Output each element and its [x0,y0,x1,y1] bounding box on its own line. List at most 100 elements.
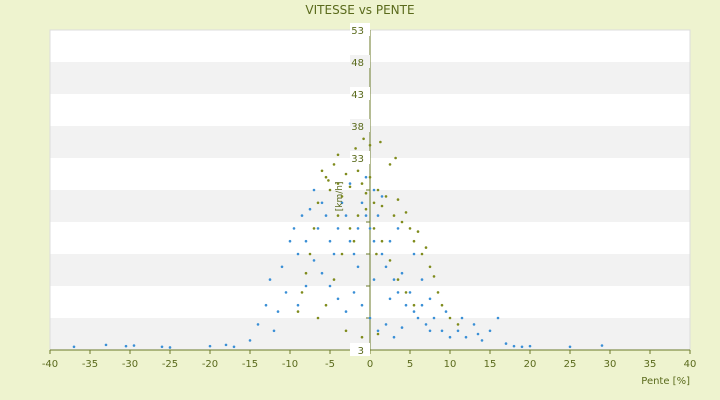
data-point-blue [376,214,380,217]
data-point-olive [364,207,368,211]
data-point-olive [424,246,428,249]
data-point-blue [124,344,128,348]
data-point-olive [356,214,360,217]
data-point-olive [320,169,324,173]
data-point-blue [272,329,276,333]
data-point-olive [368,143,372,147]
data-point-blue [256,323,260,326]
data-point-olive [312,227,316,230]
data-point-blue [320,271,324,275]
data-point-blue [412,310,416,313]
chart-title: VITESSE vs PENTE [305,3,415,17]
data-point-olive [379,140,382,144]
data-point-blue [420,278,424,281]
data-point-olive [336,214,340,217]
data-point-blue [104,343,108,347]
x-tick-label: -10 [282,359,298,370]
data-point-blue [348,182,352,185]
data-point-olive [372,227,376,230]
data-point-blue [400,271,404,275]
data-point-blue [384,265,388,269]
y-tick-label: 48 [351,58,364,69]
data-point-blue [328,284,332,288]
data-point-olive [348,227,352,230]
data-point-olive [408,227,412,230]
data-point-blue [380,252,384,256]
y-tick-label: 53 [351,26,364,37]
data-point-blue [296,303,300,307]
y-tick-label-bg [350,119,370,132]
data-point-blue [352,291,356,294]
data-point-olive [354,147,357,150]
data-point-olive [388,259,392,262]
data-point-blue [520,345,524,349]
data-point-blue [388,297,392,301]
data-point-blue [568,345,572,349]
data-point-blue [404,303,408,307]
data-point-blue [324,214,328,217]
data-point-olive [404,211,408,214]
data-point-olive [428,265,432,269]
data-point-blue [408,291,412,294]
data-point-blue [364,214,368,217]
data-point-blue [344,310,348,313]
data-point-blue [440,329,444,333]
data-point-blue [460,316,464,320]
data-point-olive [300,291,304,294]
data-point-olive [404,291,408,294]
y-tick-label-bg [350,151,370,164]
data-point-olive [336,182,340,185]
data-point-blue [320,201,324,205]
data-point-blue [432,316,436,320]
data-point-blue [304,284,308,288]
data-point-olive [332,278,336,281]
data-point-olive [340,252,344,256]
data-point-blue [344,214,348,217]
data-point-olive [296,310,300,313]
x-tick-label: 35 [644,359,657,370]
data-point-blue [476,332,480,336]
data-point-blue [360,303,364,307]
data-point-olive [392,214,396,217]
data-point-olive [332,163,336,166]
data-point-blue [512,344,516,348]
y-tick-label: 38 [351,122,364,133]
data-point-blue [284,291,288,294]
x-tick-label: -35 [82,359,98,370]
data-point-olive [394,156,397,160]
data-point-blue [72,345,76,349]
data-point-blue [600,344,604,347]
data-point-blue [488,329,492,333]
y-tick-label: 3 [358,346,364,357]
data-point-blue [208,344,212,348]
data-point-blue [308,207,312,211]
data-point-blue [504,342,508,345]
data-point-blue [340,201,344,205]
data-point-blue [300,214,304,217]
data-point-blue [224,343,228,347]
y-tick-label-bg [350,55,370,68]
y-tick-label-bg [350,23,370,36]
data-point-olive [432,275,436,278]
data-point-olive [344,329,348,333]
data-point-blue [420,303,424,307]
x-tick-label: 15 [484,359,497,370]
x-tick-label: 20 [524,359,537,370]
data-point-olive [324,303,328,307]
x-tick-label: 10 [444,359,457,370]
data-point-blue [372,188,376,192]
data-point-blue [356,227,360,230]
data-point-blue [388,239,392,243]
data-point-olive [356,169,360,173]
data-point-blue [448,335,452,339]
data-point-olive [308,252,312,256]
data-point-olive [396,278,400,281]
data-point-olive [316,201,320,205]
data-point-olive [364,191,368,195]
data-point-blue [356,265,360,269]
x-tick-label: 30 [604,359,617,370]
data-point-blue [332,252,336,256]
data-point-olive [316,316,320,320]
